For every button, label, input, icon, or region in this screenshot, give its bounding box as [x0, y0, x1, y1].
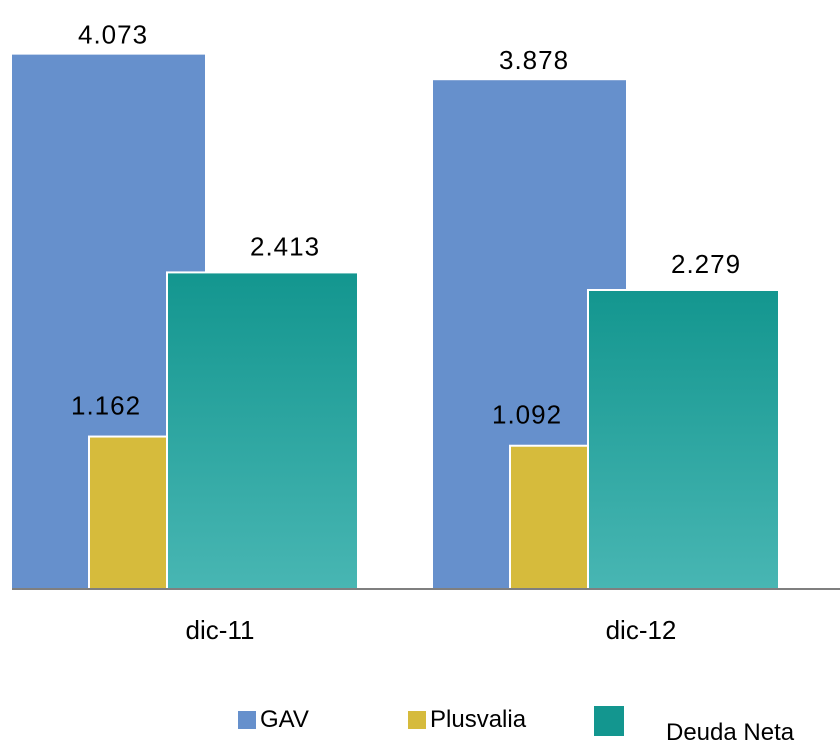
legend-item-deuda-neta: Deuda Neta: [594, 706, 794, 746]
bar-deuda-neta-dic-12: [587, 288, 780, 590]
bar-plusvalia-dic-11: [88, 435, 168, 590]
legend-swatch-gav: [238, 711, 256, 729]
value-labels-group: 4.073 2.413 1.162 3.878 2.279 1.092: [71, 19, 741, 430]
category-label-dic-11: dic-11: [186, 615, 255, 645]
legend-item-plusvalia: Plusvalia: [408, 706, 526, 734]
legend-label-gav: GAV: [260, 706, 309, 733]
bar-plusvalia-dic-12: [509, 444, 589, 591]
legend-label-plusvalia: Plusvalia: [430, 706, 527, 733]
category-labels-group: dic-11 dic-12: [186, 615, 677, 645]
value-label-deuda-neta-dic-12: 2.279: [671, 249, 741, 279]
legend-item-gav: GAV: [238, 706, 309, 734]
value-label-deuda-neta-dic-11: 2.413: [250, 231, 320, 261]
value-label-plusvalia-dic-11: 1.162: [71, 390, 141, 420]
value-label-plusvalia-dic-12: 1.092: [492, 400, 562, 430]
legend-swatch-plusvalia: [408, 711, 426, 729]
bars-group: [12, 54, 780, 591]
legend-swatch-deuda-neta: [594, 706, 624, 736]
legend-label-deuda-neta: Deuda Neta: [666, 719, 795, 746]
value-label-gav-dic-12: 3.878: [499, 45, 569, 75]
category-label-dic-12: dic-12: [606, 615, 677, 645]
value-label-gav-dic-11: 4.073: [78, 19, 148, 49]
legend: GAV Plusvalia Deuda Neta: [0, 706, 840, 746]
bar-deuda-neta-dic-11: [166, 271, 359, 590]
